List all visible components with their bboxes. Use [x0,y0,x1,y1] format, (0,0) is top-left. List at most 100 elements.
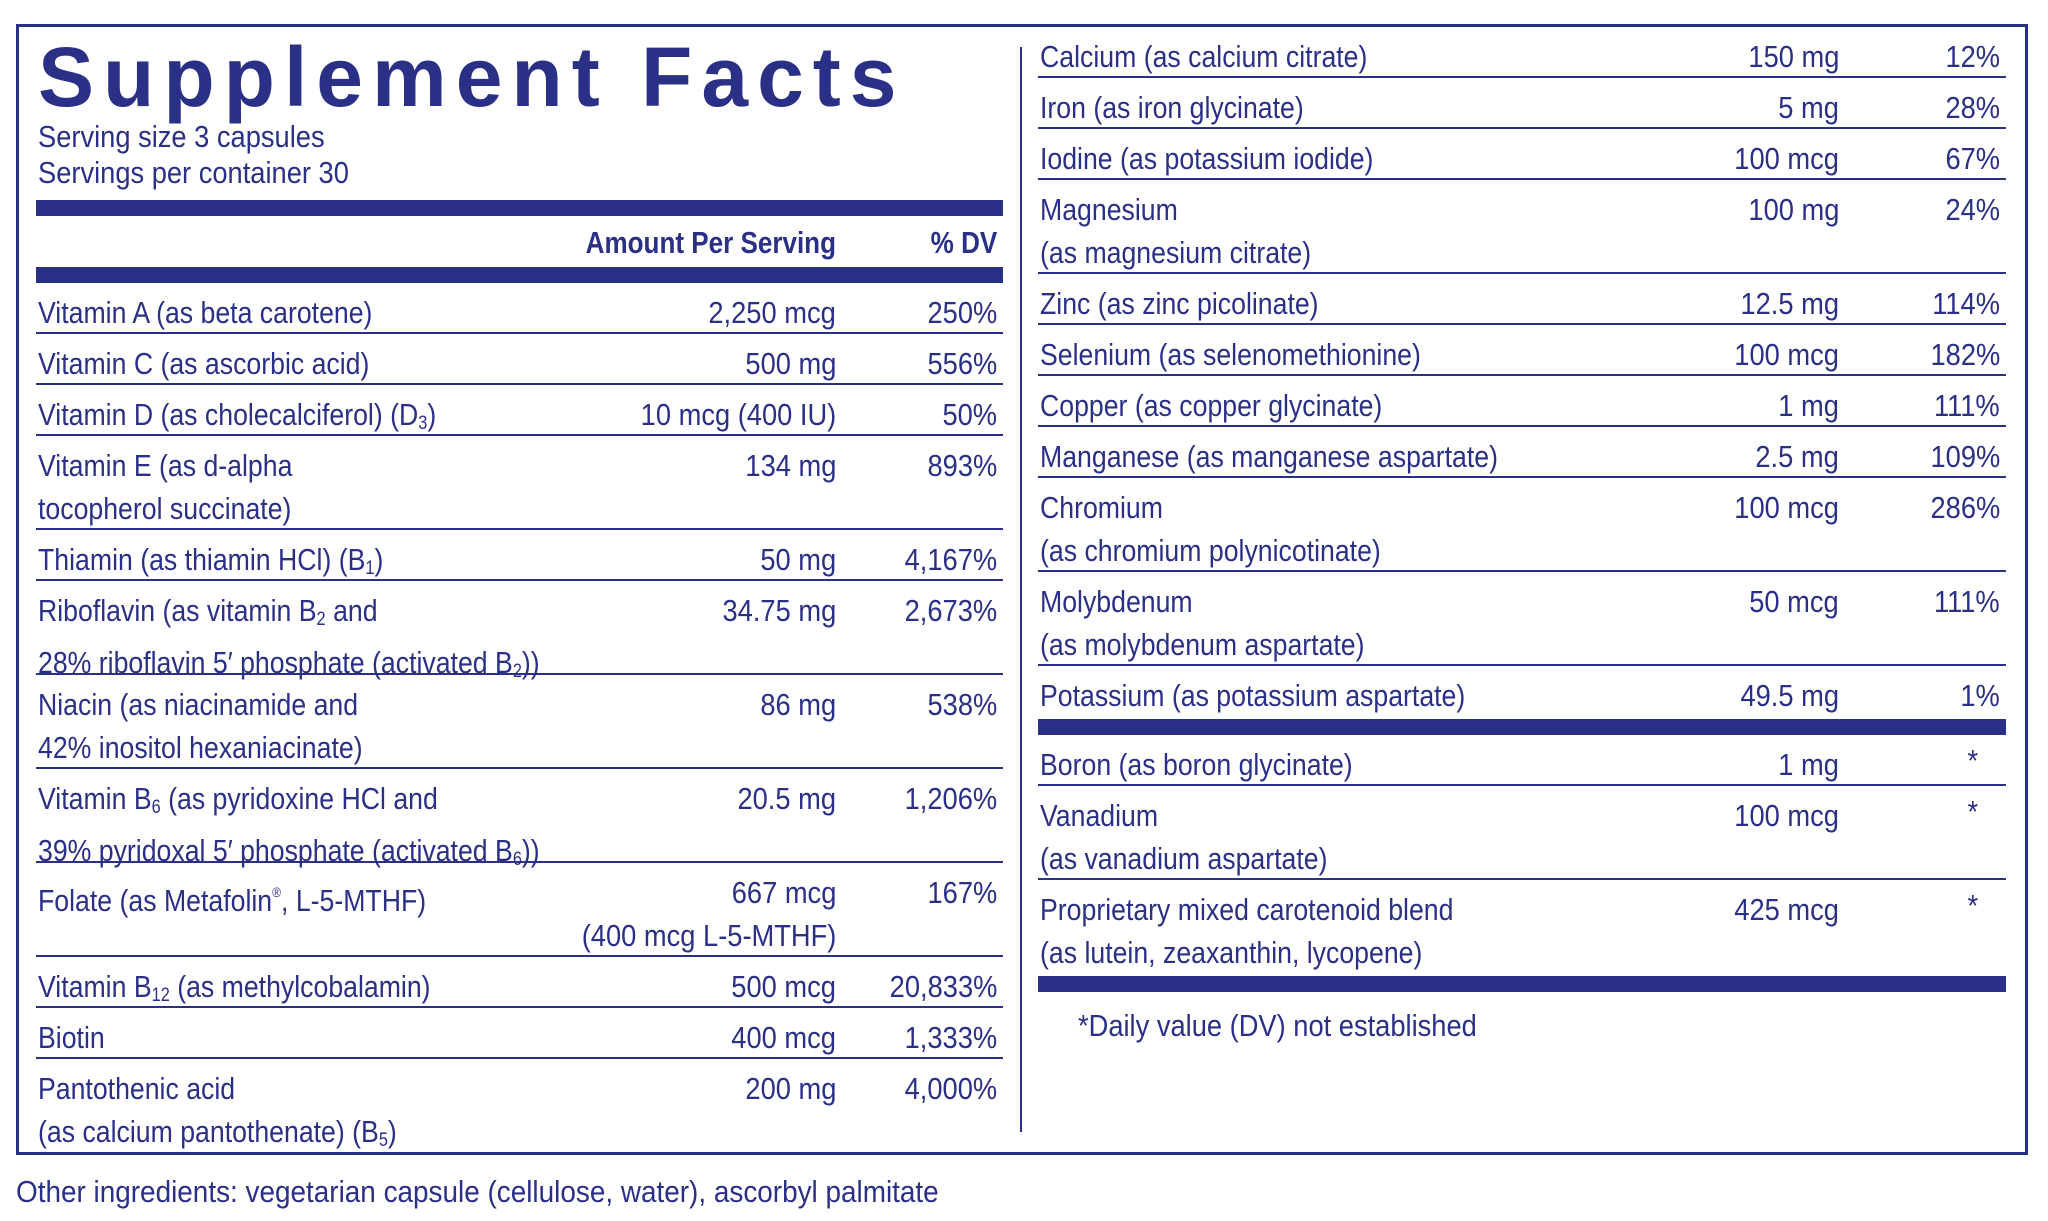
column-divider [1020,47,1022,1132]
table-row: Biotin 400 mcg 1,333% [36,1008,1003,1059]
table-row: Riboflavin (as vitamin B2 and 28% ribofla… [36,581,1003,682]
table-row: Boron (as boron glycinate) 1 mg * [1038,735,2006,786]
nutrient-dv: 12% [1945,39,2000,74]
nutrient-amount: 100 mg [1748,192,1839,227]
table-row: Folate (as Metafolin®, L-5-MTHF) 667 mcg(… [36,863,1003,957]
nutrient-dv: 1,333% [904,1020,997,1055]
serving-size: Serving size 3 capsules [38,119,325,154]
nutrient-amount: 34.75 mg [722,593,836,628]
table-row: Vitamin B12 (as methylcobalamin) 500 mcg 2… [36,957,1003,1008]
table-row: Pantothenic acid (as calcium pantothenate… [36,1059,1003,1153]
nutrient-dv: 556% [927,346,997,381]
table-row: Molybdenum (as molybdenum aspartate) 50 mc… [1038,572,2006,666]
table-row: Chromium (as chromium polynicotinate) 100 … [1038,478,2006,572]
thick-rule-header [36,267,1003,283]
nutrient-dv: 250% [927,295,997,330]
nutrient-name: Folate (as Metafolin®, L-5-MTHF) [38,883,427,918]
dv-footnote: *Daily value (DV) not established [1078,1008,1477,1043]
nutrient-dv: * [1967,888,1978,923]
nutrient-dv: 50% [942,397,997,432]
nutrient-dv: 111% [1934,388,2000,423]
table-row: Thiamin (as thiamin HCl) (B1) 50 mg 4,167% [36,530,1003,581]
table-row: Copper (as copper glycinate) 1 mg 111% [1038,376,2006,427]
nutrient-dv: 893% [927,448,997,483]
servings-per-container: Servings per container 30 [38,155,349,190]
nutrient-name: Calcium (as calcium citrate) [1040,39,1368,74]
nutrient-amount: 12.5 mg [1740,286,1839,321]
nutrient-dv: 538% [927,687,997,722]
table-row: Calcium (as calcium citrate) 150 mg 12% [1038,27,2006,78]
nutrient-name: Pantothenic acid (as calcium pantothenate… [38,1071,397,1151]
nutrient-name: Thiamin (as thiamin HCl) (B1) [38,542,384,579]
nutrient-dv: 67% [1945,141,2000,176]
nutrient-amount: 400 mcg [731,1020,836,1055]
nutrient-dv: 1,206% [904,781,997,816]
nutrient-name: Vitamin B12 (as methylcobalamin) [38,969,431,1006]
supplement-facts-panel: Supplement Facts Serving size 3 capsules… [16,24,2028,1155]
table-row: Vitamin C (as ascorbic acid) 500 mg 556% [36,334,1003,385]
mineral-rows: Calcium (as calcium citrate) 150 mg 12% Iro… [1038,27,2006,717]
nutrient-amount: 500 mcg [731,969,836,1004]
nutrient-amount: 134 mg [745,448,836,483]
column-headers: Amount Per Serving % DV [36,215,1003,267]
nutrient-dv: 109% [1930,439,2000,474]
nutrient-dv: 286% [1930,490,2000,525]
table-row: Iron (as iron glycinate) 5 mg 28% [1038,78,2006,129]
nutrient-name: Vitamin E (as d-alpha tocopherol succinat… [38,448,293,526]
nutrient-name: Biotin [38,1020,105,1055]
nutrient-dv: 114% [1932,286,2000,321]
table-row: Manganese (as manganese aspartate) 2.5 mg… [1038,427,2006,478]
header-amount: Amount Per Serving [585,225,836,260]
table-row: Vitamin D (as cholecalciferol) (D3) 10 mc… [36,385,1003,436]
nutrient-dv: 111% [1934,584,2000,619]
nutrient-name: Copper (as copper glycinate) [1040,388,1383,423]
nutrient-dv: * [1967,743,1978,778]
nutrient-dv: 28% [1945,90,2000,125]
other-ingredients: Other ingredients: vegetarian capsule (c… [16,1174,939,1209]
no-dv-rows: Boron (as boron glycinate) 1 mg * Vanadium(… [1038,735,2006,974]
nutrient-dv: 1% [1960,678,2000,713]
nutrient-amount: 200 mg [745,1071,836,1106]
thick-rule-top [36,200,1003,216]
nutrient-name: Magnesium (as magnesium citrate) [1040,192,1312,270]
nutrient-name: Riboflavin (as vitamin B2 and 28% ribofla… [38,593,540,682]
nutrient-name: Vanadium (as vanadium aspartate) [1040,798,1328,876]
nutrient-dv: 167% [927,875,997,910]
nutrient-amount: 5 mg [1778,90,1839,125]
nutrient-amount: 20.5 mg [737,781,836,816]
nutrient-amount: 100 mcg [1734,141,1839,176]
nutrient-amount: 425 mcg [1734,892,1839,927]
nutrient-name: Boron (as boron glycinate) [1040,747,1353,782]
table-row: Vitamin E (as d-alpha tocopherol succinat… [36,436,1003,530]
nutrient-dv: 4,000% [904,1071,997,1106]
nutrient-amount: 1 mg [1778,388,1839,423]
nutrient-amount: 2.5 mg [1755,439,1839,474]
nutrient-dv: 20,833% [889,969,997,1004]
nutrient-amount: 100 mcg [1734,337,1839,372]
nutrient-name: Vitamin C (as ascorbic acid) [38,346,370,381]
table-row: Potassium (as potassium aspartate) 49.5 m… [1038,666,2006,717]
table-row: Vitamin A (as beta carotene) 2,250 mcg 250… [36,283,1003,334]
nutrient-dv: 182% [1930,337,2000,372]
nutrient-name: Zinc (as zinc picolinate) [1040,286,1319,321]
nutrient-amount: 100 mcg [1734,798,1839,833]
nutrient-name: Selenium (as selenomethionine) [1040,337,1421,372]
nutrient-name: Vitamin D (as cholecalciferol) (D3) [38,397,437,434]
vitamin-rows: Vitamin A (as beta carotene) 2,250 mcg 250… [36,283,1003,1153]
table-row: Zinc (as zinc picolinate) 12.5 mg 114% [1038,274,2006,325]
nutrient-amount: 2,250 mcg [708,295,836,330]
nutrient-amount: 667 mcg (400 mcg L-5-MTHF) [581,875,836,953]
table-row: Iodine (as potassium iodide) 100 mcg 67% [1038,129,2006,180]
nutrient-name: Manganese (as manganese aspartate) [1040,439,1498,474]
panel-title: Supplement Facts [38,30,906,124]
nutrient-amount: 1 mg [1778,747,1839,782]
nutrient-name: Iodine (as potassium iodide) [1040,141,1374,176]
table-row: Magnesium (as magnesium citrate) 100 mg 24% [1038,180,2006,274]
thick-rule-bottom [1038,976,2006,992]
nutrient-amount: 50 mcg [1749,584,1839,619]
nutrient-amount: 49.5 mg [1740,678,1839,713]
nutrient-amount: 50 mg [760,542,836,577]
nutrient-name: Iron (as iron glycinate) [1040,90,1304,125]
table-row: Vitamin B6 (as pyridoxine HCl and 39% pyr… [36,769,1003,870]
table-row: Vanadium (as vanadium aspartate) 100 mcg * [1038,786,2006,880]
